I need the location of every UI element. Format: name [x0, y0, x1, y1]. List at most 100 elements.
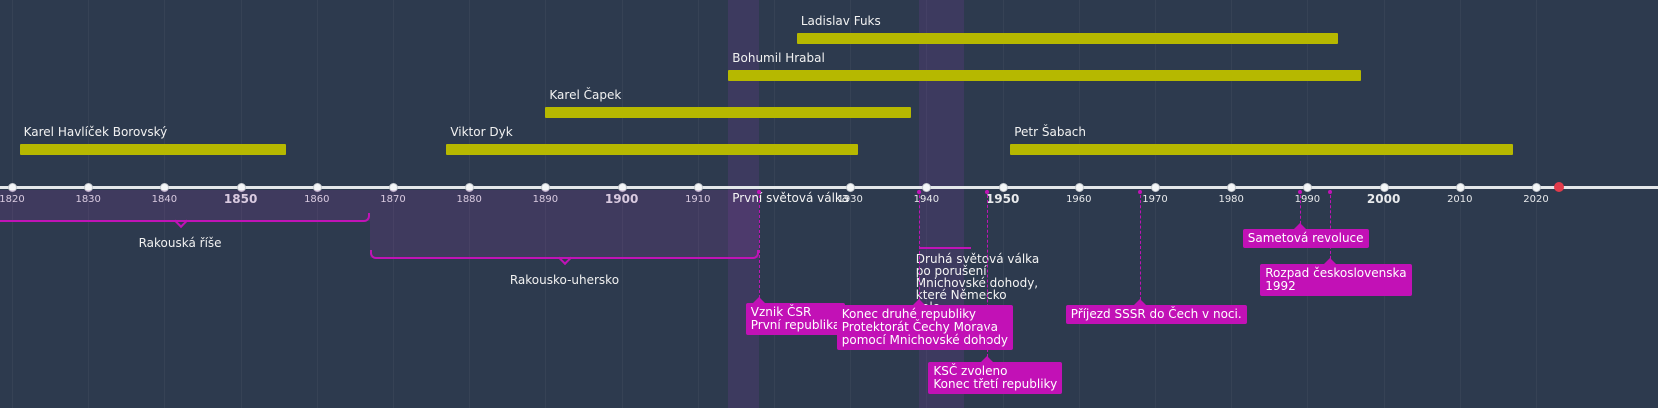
axis-tick	[312, 183, 322, 192]
axis-tick	[922, 183, 932, 192]
event-text: Druhá světová válka po porušení Mnichovs…	[915, 252, 1040, 313]
lifespan-label: Ladislav Fuks	[800, 14, 881, 28]
axis-tick-label: 1910	[685, 194, 711, 205]
now-marker-icon[interactable]	[1553, 182, 1564, 192]
gridline	[1536, 0, 1537, 408]
axis-tick	[1532, 183, 1541, 192]
event-card-text: KSČ zvoleno Konec třetí republiky	[933, 364, 1058, 391]
axis-tick-label: 1940	[913, 194, 940, 205]
gridline	[774, 0, 775, 408]
bracket-notch	[558, 250, 573, 266]
event-connector	[758, 190, 760, 303]
event-card[interactable]: KSČ zvoleno Konec třetí republiky	[928, 356, 1063, 394]
axis-tick-label: 1880	[456, 194, 482, 205]
event-card[interactable]: Vznik ČSR První republika	[745, 297, 846, 335]
event-dot	[1328, 190, 1333, 194]
gridline	[316, 0, 318, 408]
event-connector	[1299, 190, 1301, 229]
event-connector	[1330, 190, 1332, 264]
axis-tick	[693, 183, 703, 192]
axis-tick	[846, 183, 856, 192]
lifespan-bar[interactable]	[796, 33, 1338, 44]
event-card-text: Rozpad československa 1992	[1265, 266, 1407, 293]
axis-tick	[998, 183, 1008, 192]
axis-tick	[160, 183, 170, 192]
axis-tick-label: 1930	[837, 194, 863, 205]
axis-tick-label: 1900	[604, 192, 639, 206]
lifespan-label: Bohumil Hrabal	[732, 51, 825, 65]
period-bracket[interactable]	[0, 213, 371, 229]
gridline	[1231, 0, 1233, 408]
gridline	[164, 0, 166, 408]
axis-tick-label: 1860	[304, 194, 330, 205]
lifespan-label: Petr Šabach	[1014, 125, 1087, 139]
axis-tick-label: 2000	[1366, 192, 1401, 206]
war-band	[728, 0, 759, 408]
axis-tick	[617, 183, 627, 192]
axis-tick-label: 1980	[1218, 194, 1244, 205]
period-label: Rakousko-uhersko	[509, 273, 620, 287]
event-underline	[918, 247, 971, 249]
axis-tick-label: 1850	[223, 192, 258, 206]
lifespan-bar[interactable]	[19, 144, 287, 155]
axis-tick	[1151, 183, 1160, 192]
event-card[interactable]: Konec druhé republiky Protektorát Čechy …	[836, 299, 1014, 350]
gridline	[697, 0, 699, 408]
gridline	[469, 0, 471, 408]
lifespan-bar[interactable]	[545, 107, 912, 118]
gridline	[88, 0, 90, 408]
event-card-text: Příjezd SSSR do Čech v noci.	[1070, 307, 1242, 321]
axis-tick-label: 1970	[1142, 194, 1168, 205]
gridline	[545, 0, 547, 408]
event-card-pointer	[981, 356, 994, 362]
event-card[interactable]: Rozpad československa 1992	[1260, 258, 1412, 296]
axis-tick-label: 2010	[1447, 194, 1473, 205]
lifespan-bar[interactable]	[446, 144, 858, 155]
period-label: Rakouská říše	[138, 236, 222, 250]
event-connector	[918, 190, 920, 305]
axis-tick-label: 2020	[1523, 194, 1549, 205]
gridline	[1078, 0, 1080, 408]
axis-tick-label: 1870	[380, 194, 406, 205]
axis-tick-label: 1830	[75, 194, 101, 205]
event-card-pointer	[752, 297, 765, 303]
axis-tick-label: 1820	[0, 194, 25, 205]
gridline	[393, 0, 394, 408]
bracket-notch	[173, 213, 189, 229]
axis-tick	[1303, 183, 1313, 192]
lifespan-label: Viktor Dyk	[450, 125, 513, 139]
event-card-pointer	[1133, 299, 1146, 305]
event-card-pointer	[1324, 258, 1337, 264]
event-dot	[985, 190, 990, 194]
axis-tick	[1227, 183, 1237, 192]
gridline	[1002, 0, 1004, 408]
axis-tick-label: 1960	[1066, 194, 1092, 205]
axis-tick	[236, 183, 246, 192]
axis-tick-label: 1890	[532, 194, 559, 205]
gridline	[1383, 0, 1385, 408]
axis-tick	[8, 183, 17, 192]
gridline	[240, 0, 242, 408]
event-card-text: Konec druhé republiky Protektorát Čechy …	[841, 307, 1009, 347]
axis-tick	[1379, 183, 1389, 192]
axis-tick	[389, 183, 398, 192]
time-axis[interactable]	[0, 186, 1658, 189]
axis-tick	[465, 183, 475, 192]
event-card[interactable]: Příjezd SSSR do Čech v noci.	[1065, 299, 1247, 324]
event-dot	[1137, 190, 1142, 194]
lifespan-label: Karel Havlíček Borovský	[23, 125, 168, 139]
axis-tick-label: 1950	[985, 192, 1020, 206]
period-bracket[interactable]	[370, 250, 759, 266]
event-dot	[916, 190, 921, 194]
axis-tick	[84, 183, 94, 192]
lifespan-bar[interactable]	[728, 70, 1361, 81]
event-card[interactable]: Sametová revoluce	[1242, 223, 1369, 248]
gridline	[621, 0, 623, 408]
event-connector	[987, 190, 989, 362]
event-card-text: Vznik ČSR První republika	[750, 305, 841, 332]
event-card-text: Sametová revoluce	[1247, 231, 1364, 245]
lifespan-bar[interactable]	[1010, 144, 1514, 155]
gridline	[12, 0, 13, 408]
event-label-plain: První světová válka	[732, 191, 850, 205]
